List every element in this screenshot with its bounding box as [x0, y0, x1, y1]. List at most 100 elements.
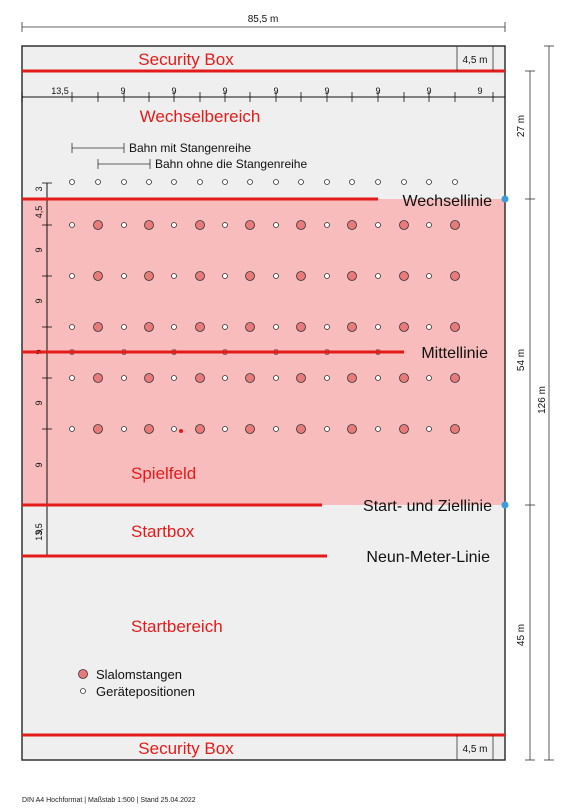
slalom-pole — [195, 322, 205, 332]
slalom-pole — [144, 424, 154, 434]
slalom-pole — [195, 271, 205, 281]
start-depth-label: 45 m — [516, 624, 527, 646]
slalom-pole — [296, 271, 306, 281]
pole-grid — [69, 179, 460, 434]
device-position — [69, 426, 75, 432]
slalom-pole — [296, 220, 306, 230]
slalom-pole — [195, 220, 205, 230]
device-position — [375, 273, 381, 279]
legend-position-label: Gerätepositionen — [96, 684, 195, 699]
top-ruler-label: 9 — [426, 86, 431, 96]
left-ruler-label: 9 — [34, 529, 44, 534]
device-position — [426, 222, 432, 228]
device-position — [222, 375, 228, 381]
spielfeld-label: Spielfeld — [131, 464, 196, 483]
wechsel-depth-label: 27 m — [516, 115, 527, 137]
slalom-pole — [245, 271, 255, 281]
device-position — [426, 324, 432, 330]
slalom-pole — [195, 373, 205, 383]
slalom-pole — [450, 322, 460, 332]
slalom-pole — [399, 220, 409, 230]
slalom-pole — [450, 373, 460, 383]
lane-with-poles-label: Bahn mit Stangenreihe — [129, 141, 251, 155]
top-ruler: 13,5 9 9 9 9 9 9 9 9 — [21, 86, 494, 102]
left-ruler-label: 9 — [34, 247, 44, 252]
slalom-pole — [347, 373, 357, 383]
slalom-pole — [245, 424, 255, 434]
startbox-label: Startbox — [131, 522, 195, 541]
legend-pole-label: Slalomstangen — [96, 667, 182, 682]
legend-pole-icon — [78, 669, 88, 679]
device-position — [324, 324, 330, 330]
device-position — [69, 375, 75, 381]
device-position — [273, 222, 279, 228]
slalom-pole — [296, 424, 306, 434]
device-position — [197, 179, 203, 185]
device-position — [222, 179, 228, 185]
slalom-pole — [450, 424, 460, 434]
device-position — [69, 179, 75, 185]
field-border — [21, 45, 506, 761]
device-position — [273, 324, 279, 330]
slalom-pole — [93, 424, 103, 434]
slalom-pole — [93, 220, 103, 230]
device-position — [121, 375, 127, 381]
left-ruler-label: 9 — [34, 462, 44, 467]
slalom-pole — [399, 373, 409, 383]
slalom-pole — [144, 322, 154, 332]
left-ruler-label: 4,5 — [34, 206, 44, 219]
top-ruler-label: 9 — [375, 86, 380, 96]
device-position — [375, 426, 381, 432]
slalom-pole — [296, 322, 306, 332]
device-position — [349, 179, 355, 185]
top-ruler-label: 13,5 — [51, 86, 69, 96]
device-position — [222, 324, 228, 330]
slalom-pole — [93, 373, 103, 383]
total-length-label: 126 m — [537, 386, 548, 414]
slalom-pole — [144, 373, 154, 383]
device-position — [426, 375, 432, 381]
device-position — [324, 179, 330, 185]
top-ruler-label: 9 — [273, 86, 278, 96]
slalom-pole — [347, 271, 357, 281]
device-position — [171, 324, 177, 330]
wechselbereich-label: Wechselbereich — [140, 107, 261, 126]
startbereich-label: Startbereich — [131, 617, 223, 636]
device-position — [171, 375, 177, 381]
device-position — [426, 426, 432, 432]
device-position — [273, 179, 279, 185]
device-position — [247, 179, 253, 185]
device-position — [121, 324, 127, 330]
center-point — [179, 429, 183, 433]
left-ruler-label: 13,5 — [34, 523, 44, 541]
device-position — [146, 179, 152, 185]
total-width-label: 85,5 m — [248, 14, 279, 25]
security-top-depth: 4,5 m — [462, 55, 487, 66]
device-position — [222, 222, 228, 228]
device-position — [298, 179, 304, 185]
start-ziel-label: Start- und Ziellinie — [363, 498, 492, 515]
device-position — [121, 273, 127, 279]
top-ruler-label: 9 — [120, 86, 125, 96]
slalom-pole — [347, 220, 357, 230]
slalom-pole — [296, 373, 306, 383]
device-position — [426, 179, 432, 185]
neun-meter-label: Neun-Meter-Linie — [366, 549, 490, 566]
device-position — [171, 273, 177, 279]
left-ruler-label: 9 — [34, 298, 44, 303]
device-position — [375, 179, 381, 185]
device-position — [95, 179, 101, 185]
device-position — [171, 222, 177, 228]
slalom-pole — [195, 424, 205, 434]
right-dim-ticks — [525, 45, 554, 761]
slalom-pole — [93, 271, 103, 281]
slalom-pole — [93, 322, 103, 332]
slalom-pole — [399, 271, 409, 281]
left-ruler-label: 9 — [34, 400, 44, 405]
lane-without-poles-label: Bahn ohne die Stangenreihe — [155, 157, 307, 171]
device-position — [222, 426, 228, 432]
wechsellinie-label: Wechsellinie — [402, 193, 492, 210]
device-position — [69, 222, 75, 228]
device-position — [452, 179, 458, 185]
device-position — [324, 222, 330, 228]
